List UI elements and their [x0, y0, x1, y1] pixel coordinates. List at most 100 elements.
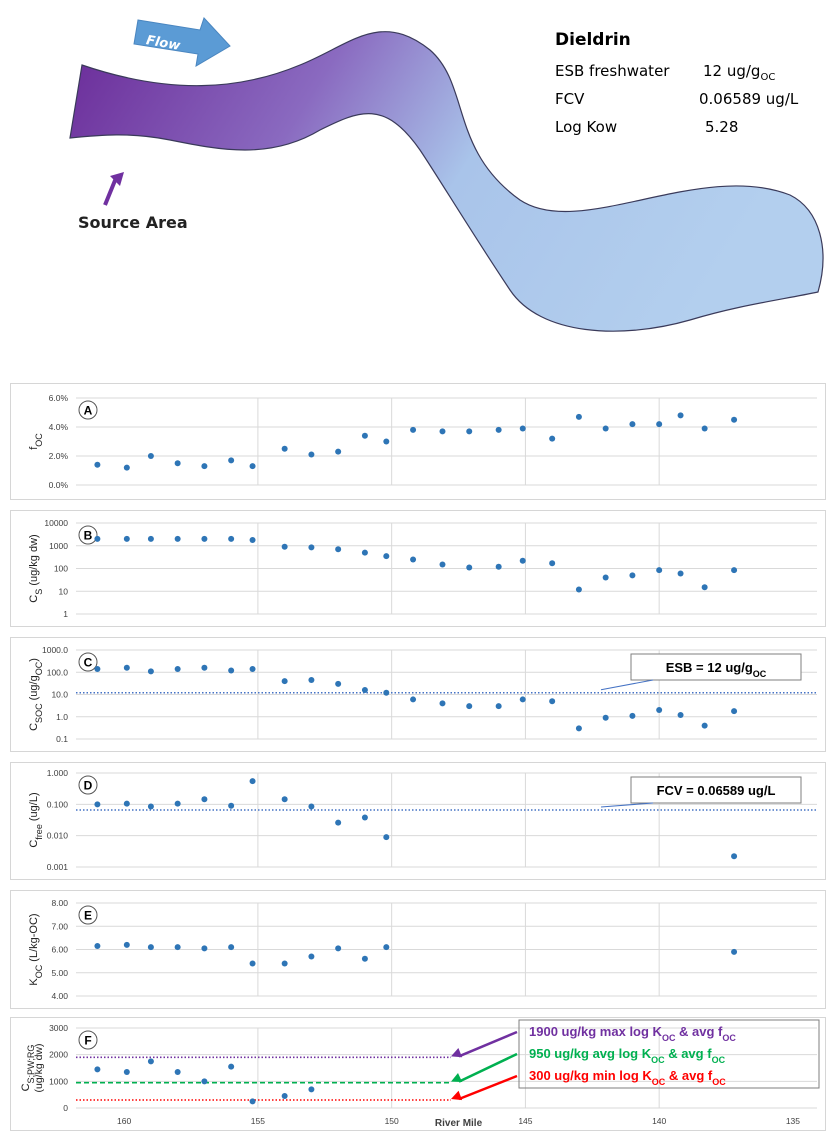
panel-letter: B	[84, 529, 93, 543]
data-point	[495, 426, 502, 433]
y-tick-label: 6.00	[51, 945, 68, 955]
x-tick-label: 145	[518, 1116, 532, 1126]
data-point	[174, 1069, 181, 1075]
y-tick-label: 8.00	[51, 898, 68, 908]
data-point	[249, 665, 256, 672]
data-point	[335, 448, 342, 455]
data-point	[123, 1069, 130, 1075]
data-point	[575, 586, 582, 593]
data-point	[495, 563, 502, 570]
info-label: FCV	[555, 90, 585, 108]
reference-callout-pointer	[600, 802, 654, 808]
data-point	[656, 567, 663, 574]
y-tick-label: 0.1	[56, 734, 68, 744]
x-axis-label: River Mile	[435, 1118, 483, 1129]
chart-panel-c: 0.1 1.0 10.0 100.0 1000.0 C CSOC (ug/gOC) ESB =…	[10, 637, 826, 752]
x-tick-label: 135	[786, 1116, 800, 1126]
reference-arrowhead-avg_line	[451, 1072, 463, 1083]
data-point	[249, 463, 256, 470]
data-point	[123, 800, 130, 807]
panel-letter: A	[84, 404, 93, 418]
data-point	[677, 412, 684, 419]
data-point	[123, 664, 130, 671]
chart-svg-e: 4.00 5.00 6.00 7.00 8.00 E KOC (L/kg-OC)	[28, 898, 817, 1001]
data-point	[281, 960, 288, 967]
chart-svg-b: 1 10 100 1000 10000 B CS (ug/kg dw)	[28, 518, 817, 619]
chart-panel-d: 0.001 0.010 0.100 1.000 D Cfree (ug/L) FCV = 0…	[10, 762, 826, 880]
data-point	[731, 708, 738, 715]
info-value: 0.06589 ug/L	[699, 90, 799, 108]
panel-letter: D	[84, 779, 93, 793]
x-tick-label: 155	[251, 1116, 265, 1126]
data-point	[228, 1063, 235, 1070]
reference-callout-box	[630, 653, 802, 681]
data-point	[575, 725, 582, 732]
reference-label: ESB = 12 ug/gOC	[666, 660, 767, 679]
data-point	[123, 464, 130, 471]
data-point	[201, 664, 208, 671]
info-label: Log Kow	[555, 118, 618, 136]
data-point	[201, 796, 208, 803]
reference-legend-box	[518, 1019, 820, 1089]
y-tick-label: 7.00	[51, 921, 68, 931]
y-tick-label: 1000	[49, 1076, 68, 1086]
panel-letter-circle	[78, 525, 98, 545]
y-tick-label: 1000	[49, 541, 68, 551]
data-point	[731, 416, 738, 423]
data-point	[281, 678, 288, 685]
y-tick-label: 0.0%	[49, 480, 69, 490]
data-point	[281, 445, 288, 452]
y-tick-label: 1	[63, 609, 68, 619]
reference-arrow-min_line	[458, 1074, 518, 1101]
chart-panel-f: 0 1000 2000 3000 F CS;PW;RG (ug/kg dw) 1900 ug/…	[10, 1017, 826, 1131]
data-point	[519, 557, 526, 564]
reference-arrowhead-min_line	[451, 1090, 463, 1101]
data-point	[677, 711, 684, 718]
x-tick-label: 160	[117, 1116, 131, 1126]
y-tick-label: 0.100	[47, 799, 69, 809]
y-axis-label: fOC	[28, 433, 44, 450]
data-point	[466, 564, 473, 571]
data-point	[228, 535, 235, 542]
y-axis-label: CS (ug/kg dw)	[28, 534, 44, 602]
y-tick-label: 1000.0	[42, 645, 68, 655]
data-point	[308, 803, 315, 810]
data-point	[602, 574, 609, 581]
data-point	[361, 549, 368, 556]
data-point	[228, 667, 235, 674]
data-point	[201, 535, 208, 542]
data-point	[701, 425, 708, 432]
y-axis-label-line2: (ug/kg dw)	[33, 1043, 45, 1092]
data-point	[731, 948, 738, 955]
data-point	[439, 428, 446, 435]
data-point	[361, 955, 368, 962]
data-point	[228, 944, 235, 951]
data-point	[410, 426, 417, 433]
x-tick-label: 140	[652, 1116, 666, 1126]
panel-letter: F	[84, 1034, 91, 1048]
data-point	[94, 943, 101, 950]
reference-label-avg_line: 950 ug/kg avg log KOC & avg fOC	[529, 1046, 726, 1065]
reference-label-min_line: 300 ug/kg min log KOC & avg fOC	[529, 1068, 726, 1087]
data-point	[335, 945, 342, 952]
data-point	[677, 570, 684, 577]
data-point	[335, 680, 342, 687]
data-point	[549, 698, 556, 705]
reference-arrow-max_line	[458, 1030, 518, 1058]
data-point	[410, 696, 417, 703]
reference-arrowhead-max_line	[451, 1047, 463, 1058]
data-point	[361, 432, 368, 439]
data-point	[94, 535, 101, 542]
data-point	[495, 703, 502, 710]
panel-letter-circle	[78, 1030, 98, 1050]
data-point	[575, 413, 582, 420]
data-point	[439, 700, 446, 707]
panel-letter-circle	[78, 775, 98, 795]
data-point	[174, 800, 181, 807]
data-point	[361, 814, 368, 821]
data-point	[174, 944, 181, 951]
data-point	[383, 944, 390, 951]
data-point	[629, 712, 636, 719]
reference-label-max_line: 1900 ug/kg max log KOC & avg fOC	[529, 1024, 736, 1043]
